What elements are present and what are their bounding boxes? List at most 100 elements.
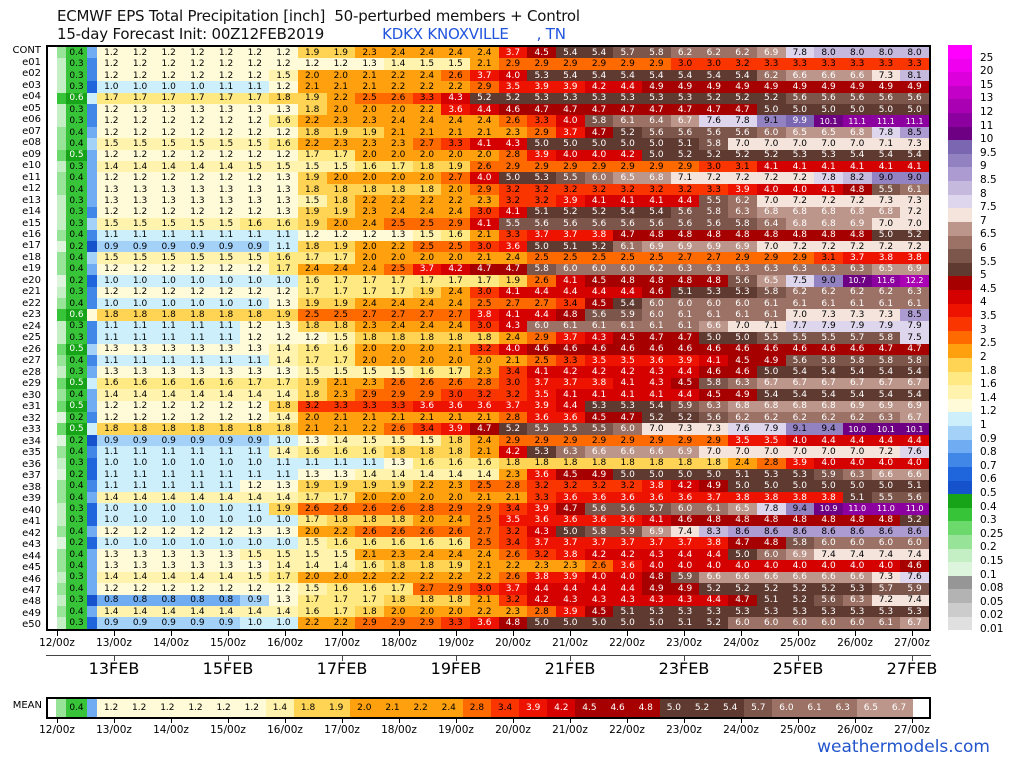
cell: 3.0 (699, 161, 729, 173)
cell: 4.8 (670, 275, 700, 287)
cell: 2.1 (441, 126, 470, 139)
cell: 1.3 (97, 366, 126, 378)
cell: 2.6 (412, 377, 442, 390)
cell: 1.9 (326, 240, 356, 253)
cell: 4.1 (469, 138, 499, 150)
cell: 3.7 (469, 69, 499, 82)
mean-cell: 1.4 (265, 699, 294, 717)
cell: 1.3 (97, 560, 126, 572)
cell: 1.0 (211, 457, 241, 470)
cell: 2.2 (383, 571, 413, 584)
cell: 5.3 (785, 149, 815, 162)
cell: 1.5 (269, 161, 298, 173)
member-row-e01: 0.3 1.2 1.2 1.2 1.2 1.2 1.2 1.2 1.2 1.2 1.3 1.4 1.5 1… (48, 58, 929, 70)
cell: 4.2 (556, 366, 585, 378)
colorbar-segment (948, 303, 972, 318)
cell: 1.2 (97, 286, 126, 298)
lead-cell (57, 548, 66, 561)
colorbar-tick-label: 11 (980, 119, 994, 132)
cell: 4.8 (498, 617, 528, 629)
row-label-e07: e07 (22, 125, 41, 137)
cell: 3.6 (469, 400, 499, 412)
cell: 3.5 (527, 389, 556, 401)
row-label-e01: e01 (22, 56, 41, 68)
cell: 1.6 (211, 377, 241, 390)
cell: 3.7 (556, 126, 585, 139)
cell: 2.2 (412, 81, 442, 93)
cell: 5.0 (756, 104, 786, 116)
cell: 1.0 (125, 457, 155, 470)
cell: 0.4 (66, 138, 87, 150)
cell: 4.1 (756, 161, 786, 173)
cell: 1.7 (326, 354, 356, 367)
row-gutter (48, 183, 57, 196)
cell: 0.3 (66, 503, 87, 515)
cell: 5.4 (900, 149, 929, 162)
cell: 1.6 (412, 457, 442, 470)
row-label-e41: e41 (22, 516, 41, 528)
cell: 1.0 (97, 457, 126, 470)
cell: 4.9 (728, 81, 757, 93)
cell: 1.4 (211, 491, 241, 504)
cell: 5.2 (670, 412, 700, 424)
row-gutter (48, 469, 57, 481)
cell: 1.3 (240, 343, 270, 355)
date-tick (342, 655, 343, 661)
cell: 4.6 (728, 366, 757, 378)
cell: 6.3 (814, 263, 843, 276)
lead-cell (57, 229, 66, 241)
date-tick-label: 13FEB (88, 659, 140, 678)
colorbar-segment (948, 344, 972, 359)
cell: 10.0 (842, 423, 872, 435)
row-gutter (48, 286, 57, 298)
cell: 9.0 (871, 172, 901, 184)
cell: 6.3 (756, 263, 786, 276)
cell: 7.6 (900, 571, 929, 584)
colorbar (948, 45, 972, 631)
x-tick (342, 631, 343, 636)
mean-x-tick-label: 14/00z (153, 724, 189, 736)
cell: 4.4 (469, 104, 499, 116)
cell: 7.0 (728, 138, 757, 150)
mean-x-tick-label: 17/00z (324, 724, 360, 736)
cell: 1.5 (240, 252, 270, 264)
half-cell (87, 560, 97, 572)
cell: 7.0 (842, 138, 872, 150)
mean-cell: 4.2 (547, 699, 576, 717)
cell: 5.0 (670, 469, 700, 481)
cell: 1.2 (183, 58, 212, 70)
cell: 6.7 (814, 377, 843, 390)
member-row-e02: 0.3 1.2 1.2 1.2 1.2 1.2 1.2 1.5 2.0 2.0 2.1 2.2 2.4 2… (48, 69, 929, 82)
cell: 6.7 (785, 377, 815, 390)
cell: 3.3 (441, 617, 470, 629)
cell: 0.9 (125, 617, 155, 629)
lead-cell (57, 275, 66, 287)
mean-cell (56, 699, 66, 717)
lead-cell (57, 69, 66, 82)
watermark-link[interactable]: weathermodels.com (817, 737, 990, 757)
cell: 1.8 (441, 332, 470, 344)
row-gutter (48, 583, 57, 595)
cell: 1.2 (154, 47, 184, 59)
cell: 2.7 (355, 309, 384, 321)
cell: 1.2 (154, 126, 184, 139)
cell: 2.4 (297, 263, 327, 276)
cell: 1.2 (326, 58, 356, 70)
cell: 2.2 (469, 605, 499, 618)
cell: 1.3 (125, 366, 155, 378)
cell: 5.0 (728, 548, 757, 561)
cell: 1.5 (154, 252, 184, 264)
cell: 3.9 (527, 400, 556, 412)
cell: 1.5 (326, 366, 356, 378)
cell: 4.0 (556, 149, 585, 162)
cell: 7.3 (842, 309, 872, 321)
cell: 2.7 (441, 172, 470, 184)
cell: 0.9 (211, 617, 241, 629)
cell: 5.6 (670, 206, 700, 219)
cell: 1.1 (125, 332, 155, 344)
cell: 2.4 (441, 206, 470, 219)
cell: 1.2 (183, 286, 212, 298)
x-tick-label: 13/00z (96, 637, 132, 649)
cell: 1.8 (383, 560, 413, 572)
cell: 1.7 (297, 594, 327, 606)
